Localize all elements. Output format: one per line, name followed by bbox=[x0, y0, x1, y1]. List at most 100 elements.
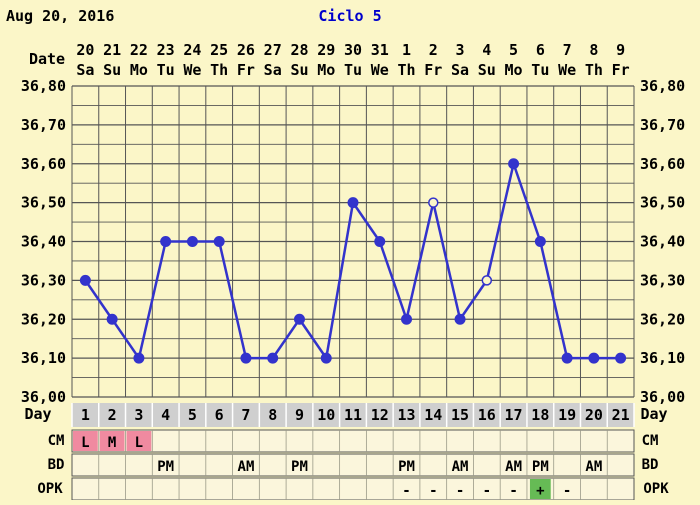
y-tick-label-left: 36,00 bbox=[21, 388, 66, 406]
day-number-label: 9 bbox=[295, 406, 304, 424]
date-header-label: 24 bbox=[183, 41, 201, 59]
temperature-line-segment bbox=[459, 279, 488, 320]
day-number-label: 21 bbox=[612, 406, 630, 424]
temperature-line-segment bbox=[137, 241, 167, 359]
day-number-label: 18 bbox=[531, 406, 549, 424]
y-tick-label-left: 36,30 bbox=[21, 271, 66, 289]
weekday-header-label: Su bbox=[290, 61, 308, 79]
cm-row bbox=[71, 429, 635, 453]
temperature-point bbox=[508, 158, 520, 170]
opk-row-label-left: OPK bbox=[37, 481, 63, 497]
date-header-label: 22 bbox=[130, 41, 148, 59]
day-row-label-right: Day bbox=[640, 405, 667, 423]
weekday-header-label: Tu bbox=[344, 61, 362, 79]
date-header-label: 5 bbox=[509, 41, 518, 59]
day-number-label: 19 bbox=[558, 406, 576, 424]
date-header-label: 1 bbox=[402, 41, 411, 59]
day-number-label: 16 bbox=[478, 406, 496, 424]
y-tick-label-left: 36,10 bbox=[21, 349, 66, 367]
temperature-line-segment bbox=[298, 318, 328, 359]
day-number-label: 8 bbox=[268, 406, 277, 424]
y-tick-label-left: 36,40 bbox=[21, 233, 66, 251]
bd-cell-value: PM bbox=[157, 459, 174, 475]
weekday-header-label: We bbox=[183, 61, 201, 79]
weekday-header-label: We bbox=[371, 61, 389, 79]
date-header-label: 7 bbox=[563, 41, 572, 59]
temperature-line-segment bbox=[84, 279, 114, 320]
day-number-label: 7 bbox=[241, 406, 250, 424]
temperature-point bbox=[534, 236, 546, 247]
temperature-line-segment bbox=[325, 202, 355, 359]
weekday-header-label: Su bbox=[103, 61, 121, 79]
temperature-point bbox=[588, 352, 600, 364]
bd-row-label-left: BD bbox=[48, 457, 65, 473]
day-number-label: 14 bbox=[424, 406, 442, 424]
bd-cell-value: PM bbox=[398, 459, 415, 475]
temperature-point bbox=[374, 236, 386, 247]
temperature-point bbox=[79, 274, 91, 286]
temperature-point bbox=[267, 352, 279, 364]
weekday-header-label: Sa bbox=[451, 61, 469, 79]
y-tick-label-left: 36,70 bbox=[21, 116, 66, 134]
weekday-header-label: Th bbox=[585, 61, 603, 79]
cm-cell-value: M bbox=[108, 435, 116, 451]
y-tick-label-right: 36,70 bbox=[640, 116, 685, 134]
y-tick-label-left: 36,50 bbox=[21, 194, 66, 212]
weekday-header-label: Fr bbox=[237, 61, 255, 79]
temperature-point bbox=[160, 236, 172, 247]
day-number-label: 5 bbox=[188, 406, 197, 424]
y-tick-label-right: 36,50 bbox=[640, 194, 685, 212]
day-number-label: 6 bbox=[215, 406, 224, 424]
date-header-label: 26 bbox=[237, 41, 255, 59]
temperature-line-segment bbox=[217, 241, 248, 359]
weekday-header-label: Mo bbox=[317, 61, 335, 79]
opk-cell-value: - bbox=[483, 483, 491, 499]
date-header-label: 28 bbox=[290, 41, 308, 59]
y-tick-label-right: 36,30 bbox=[640, 271, 685, 289]
bd-cell-value: AM bbox=[452, 459, 469, 475]
y-tick-label-left: 36,20 bbox=[21, 310, 66, 328]
date-header-label: 4 bbox=[482, 41, 491, 59]
y-tick-label-right: 36,80 bbox=[640, 77, 685, 95]
bd-cell-value: PM bbox=[291, 459, 308, 475]
day-number-label: 10 bbox=[317, 406, 335, 424]
temperature-line-segment bbox=[512, 163, 542, 242]
temperature-point-open bbox=[481, 275, 493, 286]
day-number-label: 15 bbox=[451, 406, 469, 424]
day-number-label: 1 bbox=[81, 406, 90, 424]
cm-cell-fill bbox=[73, 431, 98, 451]
date-header-label: 6 bbox=[536, 41, 545, 59]
date-header-label: 9 bbox=[616, 41, 625, 59]
date-header-label: 23 bbox=[157, 41, 175, 59]
weekday-header-label: Sa bbox=[76, 61, 94, 79]
temperature-line-segment bbox=[111, 318, 140, 359]
date-header-label: 3 bbox=[456, 41, 465, 59]
y-tick-label-right: 36,60 bbox=[640, 155, 685, 173]
cm-cell-fill bbox=[99, 431, 125, 451]
cycle-title: Ciclo 5 bbox=[318, 7, 381, 25]
opk-cell-value: - bbox=[456, 483, 464, 499]
opk-cell-value: - bbox=[509, 483, 517, 499]
temperature-point bbox=[133, 352, 145, 364]
date-header-label: 20 bbox=[76, 41, 94, 59]
day-number-label: 13 bbox=[397, 406, 415, 424]
cm-row-label-right: CM bbox=[642, 433, 659, 449]
day-number-label: 12 bbox=[371, 406, 389, 424]
day-number-label: 17 bbox=[505, 406, 523, 424]
y-tick-label-left: 36,80 bbox=[21, 77, 66, 95]
date-header-label: 27 bbox=[264, 41, 282, 59]
temperature-point bbox=[293, 313, 305, 325]
day-number-label: 11 bbox=[344, 406, 362, 424]
temperature-line-segment bbox=[405, 202, 435, 320]
bd-row-label-right: BD bbox=[642, 457, 659, 473]
date-row-label: Date bbox=[29, 50, 65, 68]
opk-cell-value: + bbox=[536, 483, 544, 499]
temperature-point bbox=[615, 352, 627, 364]
bd-cell-value: PM bbox=[532, 459, 549, 475]
date-header-label: 8 bbox=[589, 41, 598, 59]
weekday-header-label: Th bbox=[210, 61, 228, 79]
temperature-line-segment bbox=[378, 241, 408, 320]
cm-cell-value: L bbox=[81, 435, 89, 451]
